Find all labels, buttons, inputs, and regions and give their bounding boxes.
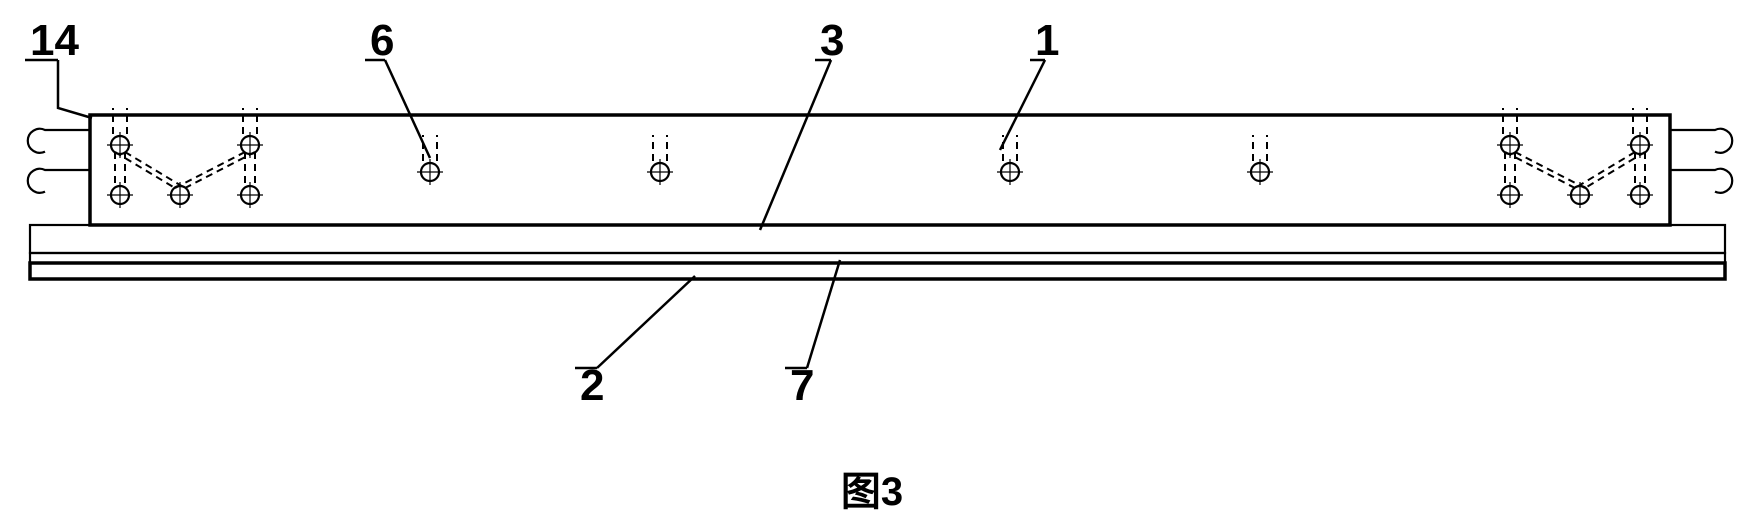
callout-14: 14 bbox=[30, 16, 79, 65]
callout-3: 3 bbox=[820, 16, 844, 65]
callout-7: 7 bbox=[790, 361, 814, 410]
callout-2: 2 bbox=[580, 361, 604, 410]
callout-6: 6 bbox=[370, 16, 394, 65]
callout-1: 1 bbox=[1035, 16, 1059, 65]
figure-caption: 图3 bbox=[841, 470, 903, 514]
